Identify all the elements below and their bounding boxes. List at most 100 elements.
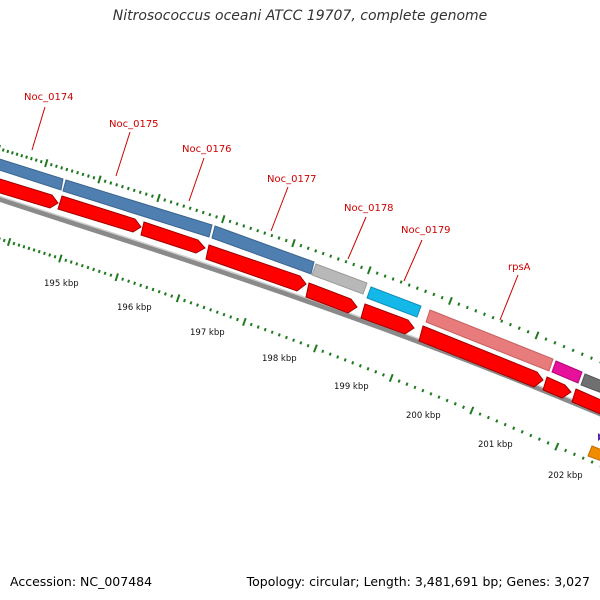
cds-arrow-3[interactable]: [140, 221, 206, 254]
outer-ring-tick: [97, 269, 101, 274]
inner-ring-tick: [182, 204, 186, 208]
outer-ring-tick: [469, 406, 475, 415]
outer-ring-tick: [175, 294, 181, 303]
inner-ring-tick: [76, 171, 79, 175]
cds-arrow-4[interactable]: [205, 244, 307, 292]
outer-ring-tick: [163, 292, 167, 296]
outer-ring-tick: [109, 273, 113, 277]
outer-ring-tick: [139, 283, 143, 288]
inner-ring-tick: [30, 156, 33, 161]
gene-bar-noc0178[interactable]: [366, 286, 422, 318]
gene-label-rpsa: rpsA: [508, 262, 531, 273]
gene-bar-noc0175[interactable]: [62, 179, 213, 238]
outer-ring-tick: [2, 238, 6, 243]
gene-bar-next[interactable]: [580, 373, 600, 396]
inner-ring-tick: [465, 305, 469, 310]
inner-ring-tick: [144, 192, 148, 196]
gene-bar-rpsa[interactable]: [551, 360, 583, 384]
outer-ring-tick: [374, 370, 378, 374]
inner-ring-tick: [115, 183, 119, 187]
outer-ring-tick: [581, 456, 585, 460]
outer-ring-tick: [358, 364, 362, 368]
inner-ring-tick: [415, 286, 419, 290]
inner-ring-tick: [25, 155, 28, 159]
cds-arrow-5[interactable]: [305, 282, 358, 314]
cds-ring: [0, 176, 600, 418]
feature-orange-bar[interactable]: [587, 445, 600, 464]
inner-ring-tick: [314, 249, 318, 253]
inner-ring-tick: [291, 238, 296, 248]
outer-ring-tick: [512, 426, 516, 430]
inner-ring-tick: [175, 202, 179, 206]
gene-label-noc0175: Noc_0175: [109, 119, 159, 130]
inner-ring-tick: [329, 254, 333, 258]
cds-arrow-1[interactable]: [0, 176, 59, 209]
inner-ring-tick: [156, 193, 161, 203]
inner-ring-tick: [208, 212, 212, 217]
inner-ring-tick: [201, 210, 205, 215]
inner-ring-tick: [11, 151, 14, 155]
kbp-label-201: 201 kbp: [478, 440, 513, 450]
inner-ring-tick: [87, 174, 90, 178]
outer-ring-tick: [170, 294, 174, 298]
inner-ring-tick: [109, 181, 113, 185]
kbp-label-200: 200 kbp: [406, 411, 441, 421]
inner-ring-tick: [407, 283, 411, 287]
outer-ring-tick: [486, 415, 490, 420]
inner-ring-tick: [580, 352, 584, 356]
inner-ring-tick: [44, 159, 49, 168]
inner-ring-tick: [215, 215, 218, 219]
outer-ring-tick: [546, 441, 550, 445]
inner-ring-tick: [457, 302, 461, 306]
outer-ring-tick: [461, 405, 466, 409]
kbp-labels: 195 kbp 196 kbp 197 kbp 198 kbp 199 kbp …: [44, 279, 583, 481]
outer-ring-tick: [388, 373, 394, 383]
outer-ring-tick: [53, 255, 57, 259]
outer-ring-tick: [43, 251, 46, 256]
gene-label-noc0176: Noc_0176: [182, 144, 232, 155]
outer-ring-tick: [421, 388, 425, 393]
outer-ring-tick: [590, 460, 594, 464]
inner-ring-tick: [432, 292, 436, 297]
cds-arrow-7[interactable]: [418, 325, 544, 388]
inner-ring-tick: [508, 322, 512, 327]
inner-ring-tick: [249, 226, 253, 231]
feature-ring: [0, 156, 600, 396]
gene-bar-noc0176[interactable]: [211, 225, 315, 275]
cds-arrow-6[interactable]: [360, 303, 415, 335]
outer-ring-tick: [292, 338, 296, 342]
inner-ring-tick: [544, 337, 548, 341]
inner-ring-tick: [474, 309, 478, 313]
gene-bar-noc0174[interactable]: [0, 156, 64, 191]
cds-arrow-9[interactable]: [571, 388, 600, 418]
cds-arrow-2[interactable]: [57, 195, 142, 233]
gene-bar-noc0179[interactable]: [425, 309, 554, 372]
inner-ring-tick: [534, 331, 540, 340]
outer-ring-tick: [503, 422, 507, 427]
map-title: Nitrosococcus oceani ATCC 19707, complet…: [112, 8, 488, 24]
outer-ring-tick: [48, 253, 52, 257]
inner-ring-tick: [424, 289, 428, 294]
inner-ring-tick: [49, 163, 53, 167]
outer-ring-tick: [343, 358, 347, 362]
gene-bar-noc0177[interactable]: [311, 263, 368, 295]
outer-ring-tick: [554, 442, 560, 451]
outer-ring-tick: [86, 265, 90, 270]
outer-ring-tick: [284, 335, 288, 340]
inner-ring-tick: [284, 238, 288, 243]
inner-ring-tick: [299, 243, 303, 248]
cds-arrow-8[interactable]: [542, 376, 572, 399]
inner-ring-tick: [526, 329, 530, 334]
inner-ring-tick: [39, 159, 43, 164]
inner-ring-tick: [169, 200, 173, 204]
outer-ring-tick: [242, 317, 247, 327]
inner-ring-tick: [562, 344, 566, 349]
outer-ring-tick: [183, 298, 186, 303]
inner-ring-tick: [228, 219, 232, 224]
inner-ring-tick: [103, 179, 107, 183]
outer-ring-tick: [69, 260, 73, 264]
outer-ring-tick: [37, 249, 41, 254]
outer-ring-tick: [537, 437, 541, 441]
outer-ring-tick: [209, 308, 213, 312]
